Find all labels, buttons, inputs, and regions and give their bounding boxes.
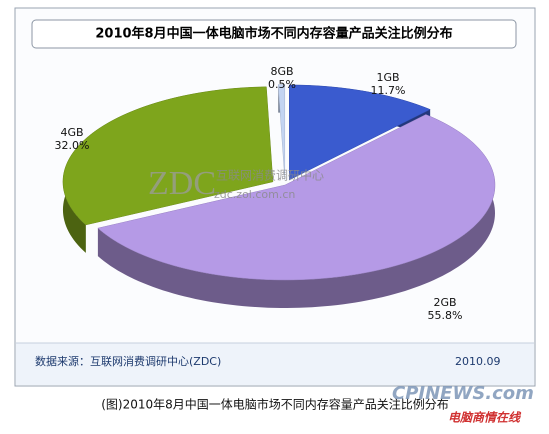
footer-strip [16, 343, 534, 385]
slice-value-label: 0.5% [268, 78, 296, 91]
slice-value-label: 55.8% [428, 309, 463, 322]
slice-label: 4GB [60, 126, 83, 139]
slice-value-label: 32.0% [55, 139, 90, 152]
slice [62, 86, 274, 226]
source: 数据来源：互联网消费调研中心(ZDC) [35, 354, 221, 368]
site-tagline: 电脑商情在线 [448, 411, 522, 425]
slice [97, 114, 496, 281]
chart-title: 2010年8月中国一体电脑市场不同内存容量产品关注比例分布 [95, 26, 452, 42]
caption: (图)2010年8月中国一体电脑市场不同内存容量产品关注比例分布 [101, 397, 449, 412]
slice-label: 1GB [376, 71, 399, 84]
site-logo: CPINEWS.com [392, 383, 534, 404]
slice [289, 84, 431, 181]
slice-label: 8GB [270, 65, 293, 78]
title-box [31, 19, 517, 49]
slice [277, 84, 286, 180]
slice-label: 2GB [433, 296, 456, 309]
date: 2010.09 [455, 355, 501, 368]
watermark-logo: ZDC [148, 165, 216, 202]
watermark-url: zdc.zol.com.cn [214, 188, 295, 201]
watermark-name: 互联网消费调研中心 [216, 168, 324, 183]
slice-value-label: 11.7% [371, 84, 406, 97]
